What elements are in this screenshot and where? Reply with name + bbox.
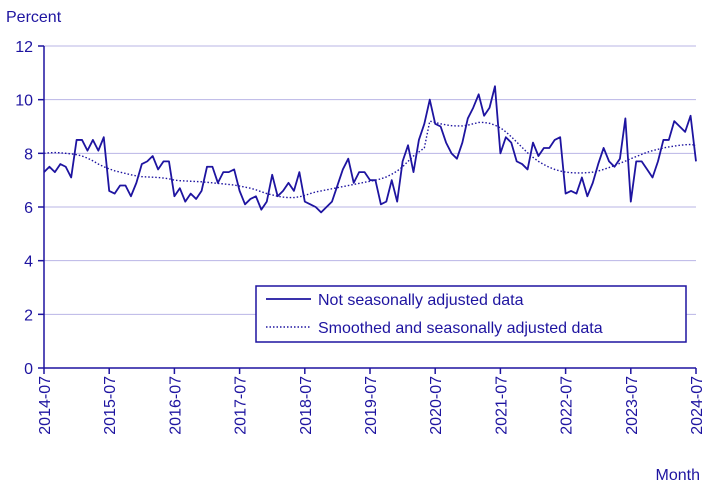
y-tick-label-4: 4 — [24, 254, 33, 271]
y-tick-label-0: 0 — [24, 361, 33, 378]
x-tick-label-2018-07: 2018-07 — [298, 376, 315, 435]
y-tick-label-6: 6 — [24, 200, 33, 217]
x-tick-label-2020-07: 2020-07 — [428, 376, 445, 435]
y-tick-label-12: 12 — [15, 39, 33, 56]
y-tick-label-2: 2 — [24, 307, 33, 324]
x-tick-labels: 2014-07 2015-07 2016-07 2017-07 2018-07 2019-… — [37, 368, 706, 435]
x-tick-label-2022-07: 2022-07 — [559, 376, 576, 435]
x-tick-label-2017-07: 2017-07 — [233, 376, 250, 435]
x-tick-label-2023-07: 2023-07 — [624, 376, 641, 435]
x-tick-label-2015-07: 2015-07 — [102, 376, 119, 435]
series-lines — [43, 85, 697, 214]
y-tick-labels: 0 2 4 6 8 10 12 — [15, 39, 44, 378]
legend: Not seasonally adjusted data Smoothed an… — [255, 285, 687, 343]
y-tick-label-10: 10 — [15, 93, 33, 110]
x-tick-label-2014-07: 2014-07 — [37, 376, 54, 435]
y-axis-title: Percent — [6, 9, 62, 26]
legend-box — [255, 285, 687, 343]
x-axis-title: Month — [656, 467, 700, 484]
y-tick-label-8: 8 — [24, 146, 33, 163]
legend-label-series-1: Not seasonally adjusted data — [318, 292, 524, 309]
x-tick-label-2021-07: 2021-07 — [493, 376, 510, 435]
x-tick-label-2016-07: 2016-07 — [167, 376, 184, 435]
x-tick-label-2019-07: 2019-07 — [363, 376, 380, 435]
series-line-1 — [43, 85, 697, 214]
legend-label-series-2: Smoothed and seasonally adjusted data — [318, 320, 603, 337]
series-line-2 — [43, 120, 697, 199]
x-tick-label-2024-07: 2024-07 — [689, 376, 706, 435]
